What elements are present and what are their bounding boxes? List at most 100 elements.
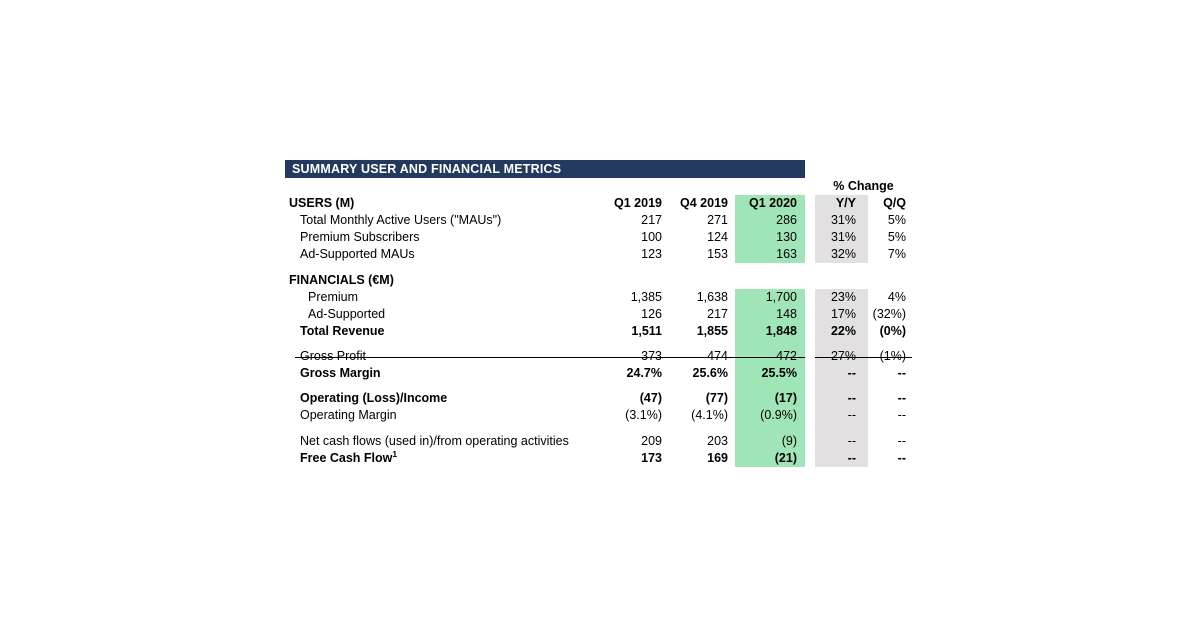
- cell-qq: --: [897, 391, 906, 405]
- row-label: Gross Profit: [300, 349, 366, 363]
- cell-q1-2019: 126: [641, 307, 662, 321]
- cell-q1-2020: 25.5%: [761, 366, 797, 380]
- table-row: Gross Profit 373 474 472 27% (1%): [285, 348, 912, 365]
- row-label: Operating Margin: [300, 408, 397, 422]
- table-row: Ad-Supported MAUs 123 153 163 32% 7%: [285, 246, 912, 263]
- column-header-row: USERS (M) Q1 2019 Q4 2019 Q1 2020 Y/Y Q/Q: [285, 195, 912, 212]
- cell-q1-2020: 286: [776, 213, 797, 227]
- row-label: Total Monthly Active Users ("MAUs"): [300, 213, 502, 227]
- spacer-row: [285, 382, 912, 390]
- cell-q4-2019: 217: [707, 307, 728, 321]
- cell-q4-2019: Q4 2019: [680, 196, 728, 210]
- table-row: Total Monthly Active Users ("MAUs") 217 27…: [285, 212, 912, 229]
- table-title-bar: SUMMARY USER AND FINANCIAL METRICS: [285, 160, 805, 178]
- cell-q1-2019: 1,511: [631, 324, 662, 338]
- cell-q1-2019: Q1 2019: [614, 196, 662, 210]
- spacer-row: [285, 263, 912, 272]
- cell-yy: 27%: [830, 349, 856, 363]
- cell-q1-2020: (21): [774, 451, 797, 465]
- cell-q1-2020: 1,700: [765, 290, 797, 304]
- row-label: Gross Margin: [300, 366, 381, 380]
- row-label: USERS (M): [289, 196, 355, 210]
- cell-q4-2019: 169: [707, 451, 728, 465]
- footnote-marker: 1: [392, 448, 398, 459]
- cell-q1-2019: 1,385: [630, 290, 662, 304]
- cell-q1-2019: 24.7%: [626, 366, 662, 380]
- table-row: Ad-Supported 126 217 148 17% (32%): [285, 306, 912, 323]
- row-label: Net cash flows (used in)/from operating …: [300, 434, 569, 448]
- cell-qq: (1%): [879, 349, 906, 363]
- q1-2020-highlight-column-financials: [735, 289, 805, 467]
- cell-yy: 31%: [830, 230, 856, 244]
- cell-q1-2019: 209: [641, 434, 662, 448]
- cell-qq: 4%: [887, 290, 906, 304]
- cell-q1-2020: [728, 272, 805, 289]
- table-title: SUMMARY USER AND FINANCIAL METRICS: [292, 162, 562, 176]
- spacer-row: [285, 424, 912, 433]
- cell-qq: 5%: [887, 213, 906, 227]
- cell-qq: Q/Q: [883, 196, 906, 210]
- cell-yy: 22%: [830, 324, 856, 338]
- metrics-grid: % Change USERS (M) Q1 2019 Q4 2019 Q1 2020 Y…: [285, 178, 912, 467]
- cell-qq: 7%: [887, 247, 906, 261]
- cell-q4-2019: 25.6%: [692, 366, 728, 380]
- summary-metrics-table: SUMMARY USER AND FINANCIAL METRICS % Cha…: [285, 160, 912, 467]
- cell-q4-2019: 203: [707, 434, 728, 448]
- cell-yy: --: [847, 391, 856, 405]
- cell-qq: --: [897, 366, 906, 380]
- section-header-row: FINANCIALS (€M): [285, 272, 912, 289]
- row-label: Ad-Supported: [308, 307, 386, 321]
- row-label: Premium Subscribers: [300, 230, 420, 244]
- table-row: Premium 1,385 1,638 1,700 23% 4%: [285, 289, 912, 306]
- row-label: Total Revenue: [300, 324, 385, 338]
- row-label: Ad-Supported MAUs: [300, 247, 415, 261]
- cell-q4-2019: [662, 272, 728, 289]
- cell-yy: [805, 272, 868, 289]
- cell-q1-2020: (0.9%): [760, 408, 797, 422]
- q1-2020-highlight-column-users: [735, 195, 805, 263]
- pct-change-label: % Change: [833, 179, 894, 193]
- cell-q1-2019: (47): [639, 391, 662, 405]
- cell-q4-2019: 153: [707, 247, 728, 261]
- table-row: Gross Margin 24.7% 25.6% 25.5% -- --: [285, 365, 912, 382]
- cell-qq: (32%): [872, 307, 906, 321]
- cell-q4-2019: 1,638: [696, 290, 728, 304]
- cell-q1-2019: 373: [641, 349, 662, 363]
- cell-qq: --: [897, 434, 906, 448]
- cell-yy: --: [847, 408, 856, 422]
- cell-q1-2019: (3.1%): [625, 408, 662, 422]
- row-label: FINANCIALS (€M): [289, 273, 394, 287]
- cell-q1-2019: [595, 272, 662, 289]
- cell-qq: (0%): [879, 324, 906, 338]
- cell-q4-2019: (4.1%): [691, 408, 728, 422]
- total-revenue-rule-right: [815, 357, 912, 358]
- cell-yy: 23%: [830, 290, 856, 304]
- cell-yy: 32%: [830, 247, 856, 261]
- cell-q1-2020: 148: [776, 307, 797, 321]
- cell-q4-2019: 1,855: [696, 324, 728, 338]
- row-label: Operating (Loss)/Income: [300, 391, 448, 405]
- cell-yy: --: [847, 366, 856, 380]
- cell-q4-2019: 271: [707, 213, 728, 227]
- row-label: Free Cash Flow1: [300, 448, 398, 465]
- cell-q1-2020: (9): [781, 434, 797, 448]
- cell-yy: 17%: [830, 307, 856, 321]
- cell-qq: --: [897, 451, 906, 465]
- table-row: Total Revenue 1,511 1,855 1,848 22% (0%): [285, 323, 912, 340]
- cell-yy: 31%: [830, 213, 856, 227]
- cell-qq: 5%: [887, 230, 906, 244]
- cell-q1-2019: 100: [641, 230, 662, 244]
- cell-q1-2020: Q1 2020: [749, 196, 797, 210]
- cell-qq: --: [897, 408, 906, 422]
- cell-q1-2020: 472: [776, 349, 797, 363]
- table-row: Net cash flows (used in)/from operating …: [285, 433, 912, 450]
- spacer-row: [285, 340, 912, 348]
- cell-q1-2019: 123: [641, 247, 662, 261]
- table-row: Operating Margin (3.1%) (4.1%) (0.9%) -- --: [285, 407, 912, 424]
- cell-q1-2020: 163: [776, 247, 797, 261]
- yy-highlight-column-users: [815, 195, 868, 263]
- cell-qq: [868, 272, 912, 289]
- cell-q1-2020: 130: [776, 230, 797, 244]
- cell-q1-2019: 173: [641, 451, 662, 465]
